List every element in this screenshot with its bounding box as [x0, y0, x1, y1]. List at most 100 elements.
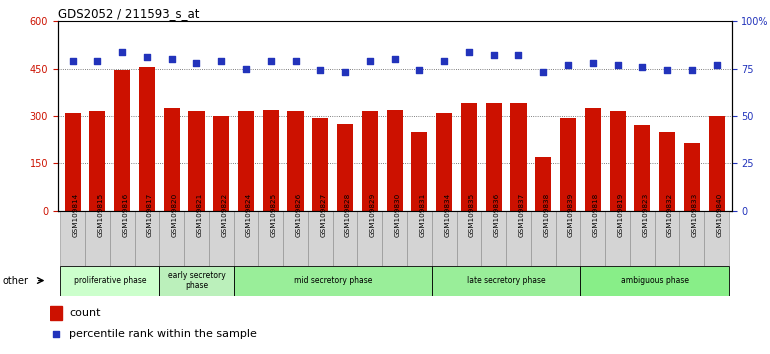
Bar [337, 124, 353, 211]
Bar [407, 211, 432, 266]
Bar [263, 110, 279, 211]
Text: early secretory
phase: early secretory phase [168, 271, 226, 290]
Text: GSM109833: GSM109833 [692, 193, 698, 237]
Text: GSM109823: GSM109823 [642, 193, 648, 237]
Bar [531, 211, 556, 266]
Bar [387, 110, 403, 211]
Text: GSM109821: GSM109821 [196, 193, 203, 237]
Bar [436, 113, 452, 211]
Bar [313, 118, 328, 211]
Text: GSM109826: GSM109826 [296, 193, 302, 237]
Text: GSM109817: GSM109817 [147, 193, 153, 237]
Text: GSM109814: GSM109814 [72, 193, 79, 237]
Text: GDS2052 / 211593_s_at: GDS2052 / 211593_s_at [58, 7, 199, 20]
Bar [60, 211, 85, 266]
Text: GSM109819: GSM109819 [618, 193, 624, 237]
Bar [184, 211, 209, 266]
Bar [610, 111, 625, 211]
Bar [486, 103, 502, 211]
Bar [659, 132, 675, 211]
Bar [684, 143, 700, 211]
Bar [164, 108, 179, 211]
Bar [654, 211, 679, 266]
Point [66, 58, 79, 64]
Text: GSM109816: GSM109816 [122, 193, 128, 237]
Text: GSM109830: GSM109830 [394, 193, 400, 237]
Bar [89, 111, 105, 211]
Text: GSM109836: GSM109836 [494, 193, 500, 237]
Point [91, 58, 103, 64]
Point [215, 58, 227, 64]
Bar [213, 116, 229, 211]
Point [537, 69, 550, 75]
Text: GSM109825: GSM109825 [271, 193, 276, 237]
Bar [634, 125, 651, 211]
Bar [705, 211, 729, 266]
Point [363, 58, 376, 64]
Point [141, 55, 153, 60]
Bar [50, 306, 62, 320]
Text: percentile rank within the sample: percentile rank within the sample [69, 329, 257, 339]
Bar [287, 111, 303, 211]
Text: other: other [3, 275, 29, 286]
Point [587, 60, 599, 66]
Text: GSM109835: GSM109835 [469, 193, 475, 237]
Text: GSM109832: GSM109832 [667, 193, 673, 237]
Bar [432, 211, 457, 266]
Text: GSM109815: GSM109815 [97, 193, 103, 237]
Bar [457, 211, 481, 266]
Bar [238, 111, 254, 211]
Bar [114, 70, 130, 211]
Point [339, 69, 351, 75]
Text: proliferative phase: proliferative phase [73, 276, 146, 285]
Point [438, 58, 450, 64]
Bar [65, 113, 81, 211]
Bar [60, 266, 159, 296]
Text: GSM109838: GSM109838 [544, 193, 549, 237]
Point [686, 68, 698, 73]
Text: GSM109839: GSM109839 [568, 193, 574, 237]
Bar [708, 116, 725, 211]
Bar [308, 211, 333, 266]
Point [711, 62, 723, 68]
Point [512, 52, 524, 58]
Bar [333, 211, 357, 266]
Point [413, 68, 426, 73]
Bar [605, 211, 630, 266]
Point [190, 60, 203, 66]
Bar [506, 211, 531, 266]
Bar [630, 211, 654, 266]
Point [487, 52, 500, 58]
Bar [233, 266, 432, 296]
Bar [581, 266, 729, 296]
Text: GSM109827: GSM109827 [320, 193, 326, 237]
Point [611, 62, 624, 68]
Bar [362, 111, 378, 211]
Bar [584, 108, 601, 211]
Bar [110, 211, 135, 266]
Text: GSM109822: GSM109822 [221, 193, 227, 237]
Text: GSM109831: GSM109831 [420, 193, 425, 237]
Bar [411, 132, 427, 211]
Point [166, 56, 178, 62]
Text: GSM109837: GSM109837 [518, 193, 524, 237]
Bar [233, 211, 259, 266]
Bar [432, 266, 581, 296]
Bar [189, 111, 205, 211]
Text: late secretory phase: late secretory phase [467, 276, 545, 285]
Bar [560, 118, 576, 211]
Bar [159, 211, 184, 266]
Bar [382, 211, 407, 266]
Point [290, 58, 302, 64]
Point [463, 49, 475, 55]
Bar [135, 211, 159, 266]
Bar [259, 211, 283, 266]
Bar [357, 211, 382, 266]
Text: count: count [69, 308, 101, 318]
Bar [283, 211, 308, 266]
Text: GSM109834: GSM109834 [444, 193, 450, 237]
Bar [85, 211, 110, 266]
Bar [581, 211, 605, 266]
Bar [481, 211, 506, 266]
Point [661, 68, 673, 73]
